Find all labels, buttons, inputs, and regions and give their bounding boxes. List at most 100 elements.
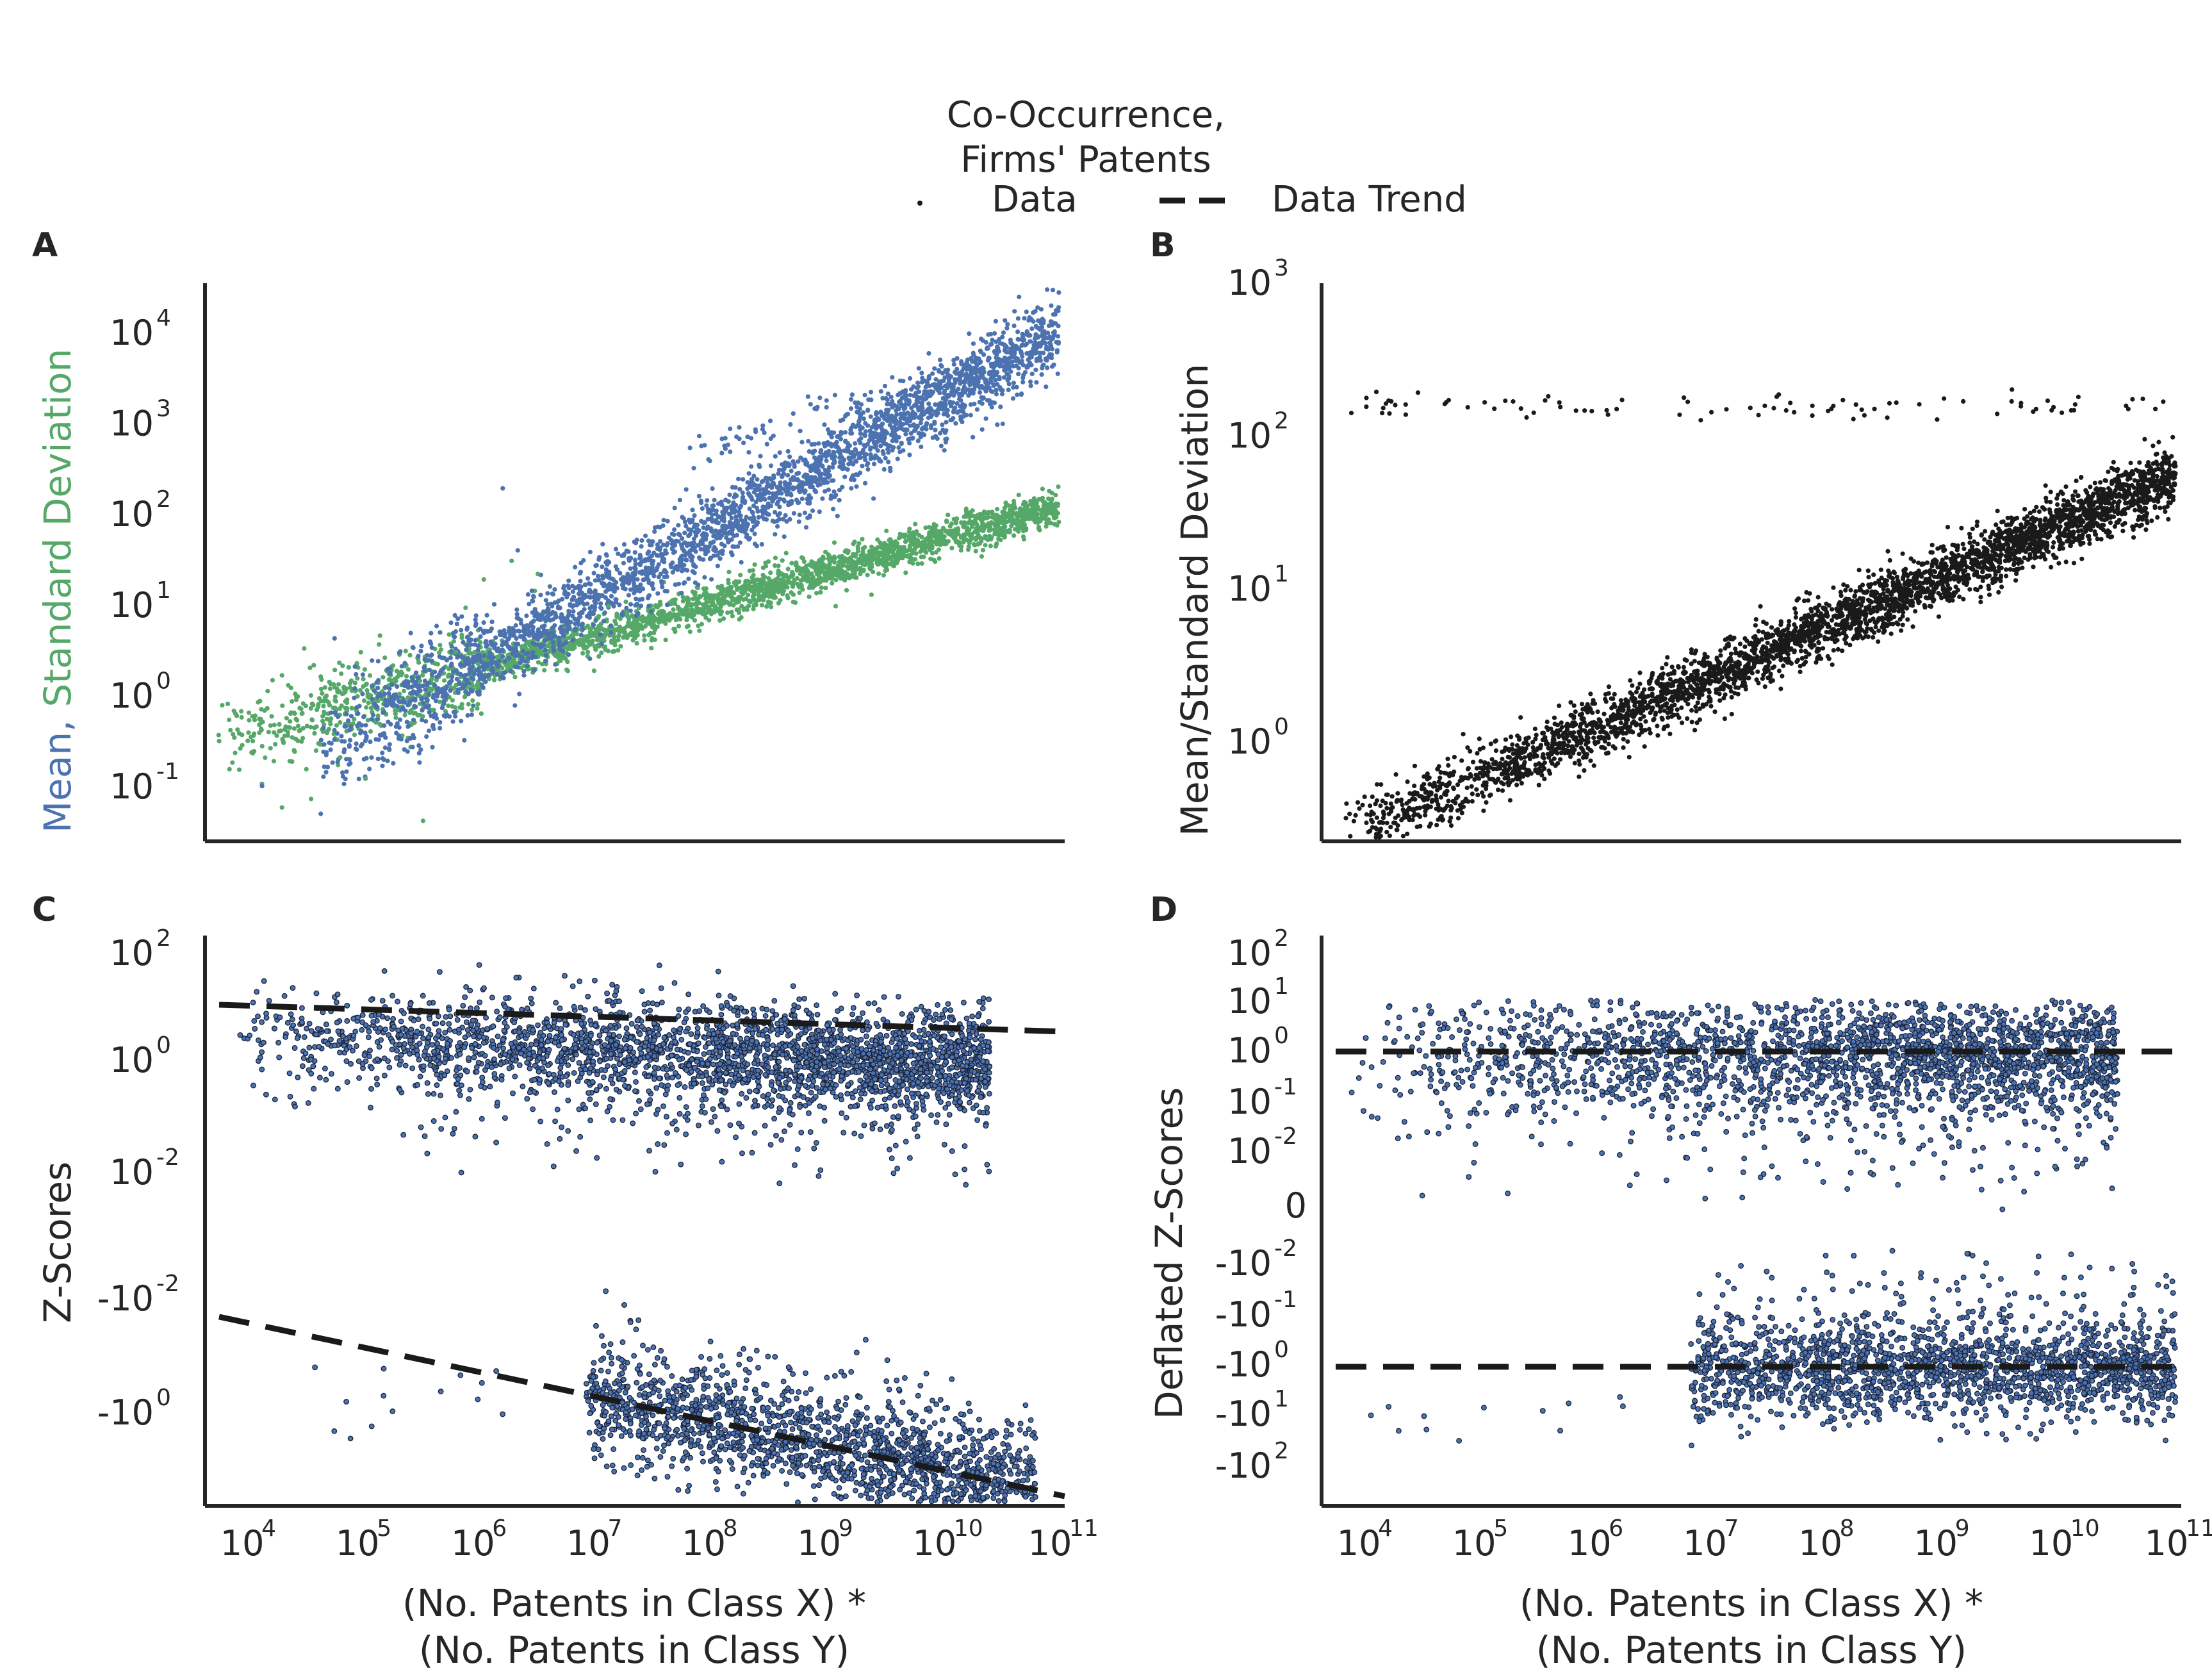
panel-a-point (476, 666, 482, 671)
panel-a-point (754, 543, 759, 549)
panel-a-point (359, 729, 364, 734)
panel-a-point (587, 642, 593, 647)
panel-a-point (375, 756, 381, 761)
panel-a-point (220, 703, 225, 708)
panel-a-point (793, 600, 798, 606)
panel-a-point (368, 739, 373, 745)
panel-a-point (598, 601, 603, 606)
panel-a-point (523, 651, 528, 656)
panel-a-point (703, 615, 709, 620)
panel-a-point (1048, 319, 1054, 324)
panel-a-point (472, 671, 477, 677)
panel-a-point (994, 392, 999, 397)
panel-a-point (997, 341, 1003, 346)
panel-a-point (725, 610, 730, 615)
panel-a-point (1036, 518, 1042, 523)
panel-a-point (454, 622, 460, 627)
panel-a-point (768, 463, 774, 468)
panel-a-point (781, 588, 787, 593)
panel-a-point (655, 591, 660, 596)
panel-a-point (994, 339, 999, 344)
panel-a-point (553, 662, 558, 667)
panel-a-point (559, 629, 564, 635)
panel-a-point (343, 699, 348, 704)
panel-a-point (1029, 317, 1034, 322)
panel-a-point (380, 763, 385, 768)
panel-a-point (881, 466, 887, 472)
panel-a-point (359, 723, 365, 728)
panel-a-point (819, 472, 824, 477)
panel-a-point (751, 595, 756, 600)
panel-a-point (610, 649, 616, 654)
panel-a-point (736, 595, 741, 600)
panel-a-point (340, 774, 346, 779)
panel-a-point (692, 513, 697, 518)
panel-a-point (1031, 516, 1036, 522)
panel-a-point (972, 376, 978, 381)
panel-a-point (409, 675, 414, 680)
panel-a-point (886, 444, 891, 449)
panel-a-point (733, 514, 739, 520)
panel-a-point (247, 718, 252, 723)
panel-a-point (896, 434, 901, 440)
panel-a-point (703, 590, 709, 595)
panel-a-point (1025, 365, 1030, 370)
panel-a-point (628, 608, 633, 613)
panel-a-point (416, 654, 421, 659)
panel-a-point (931, 557, 937, 563)
panel-a-point (864, 462, 869, 468)
panel-a-point (782, 466, 787, 472)
panel-a-point (272, 730, 277, 735)
panel-a-point (1056, 484, 1061, 490)
panel-a-point (898, 416, 903, 421)
panel-a-point (944, 428, 949, 433)
panel-a-point (995, 506, 1000, 512)
panel-a-point (422, 668, 427, 673)
panel-a-point (821, 565, 826, 570)
panel-a-point (318, 738, 324, 743)
panel-a-point (239, 714, 244, 720)
panel-a-point (772, 588, 777, 593)
panel-a-point (435, 661, 441, 667)
panel-a-point (686, 598, 691, 604)
panel-a-point (600, 541, 605, 547)
panel-a-point (432, 682, 438, 688)
panel-a-point (875, 416, 880, 421)
panel-a-point (609, 623, 614, 629)
panel-a-point (565, 659, 570, 664)
panel-a-point (709, 599, 714, 604)
panel-a-point (628, 577, 633, 582)
panel-a-point (721, 515, 726, 521)
panel-a-point (407, 652, 413, 658)
panel-a-point (368, 705, 373, 711)
panel-a-point (438, 647, 444, 652)
panel-a-point (508, 668, 513, 674)
panel-a-point (473, 613, 479, 618)
panel-a-point (930, 550, 935, 556)
panel-a-point (1049, 364, 1055, 369)
panel-a-point (812, 441, 817, 447)
panel-a-point (756, 515, 761, 520)
panel-a-point (747, 598, 752, 604)
panel-a-point (773, 595, 778, 600)
panel-a-point (883, 552, 888, 557)
panel-a-point (896, 549, 901, 554)
panel-a-point (655, 553, 660, 558)
panel-a-point (919, 561, 924, 566)
panel-a-point (683, 557, 688, 562)
panel-a-point (316, 741, 321, 746)
panel-a-point (883, 557, 889, 563)
panel-a-point (566, 583, 571, 588)
panel-a-point (527, 602, 532, 607)
panel-a-point (339, 734, 344, 739)
panel-a-point (593, 647, 598, 652)
panel-a-point (1048, 520, 1054, 525)
panel-a-point (321, 704, 326, 709)
panel-a-point (783, 550, 789, 556)
panel-a-point (912, 393, 917, 398)
panel-a-point (661, 615, 666, 620)
panel-a-point (992, 374, 997, 379)
panel-a-point (628, 623, 634, 628)
panel-a-point (268, 723, 273, 728)
panel-a-point (952, 388, 957, 393)
